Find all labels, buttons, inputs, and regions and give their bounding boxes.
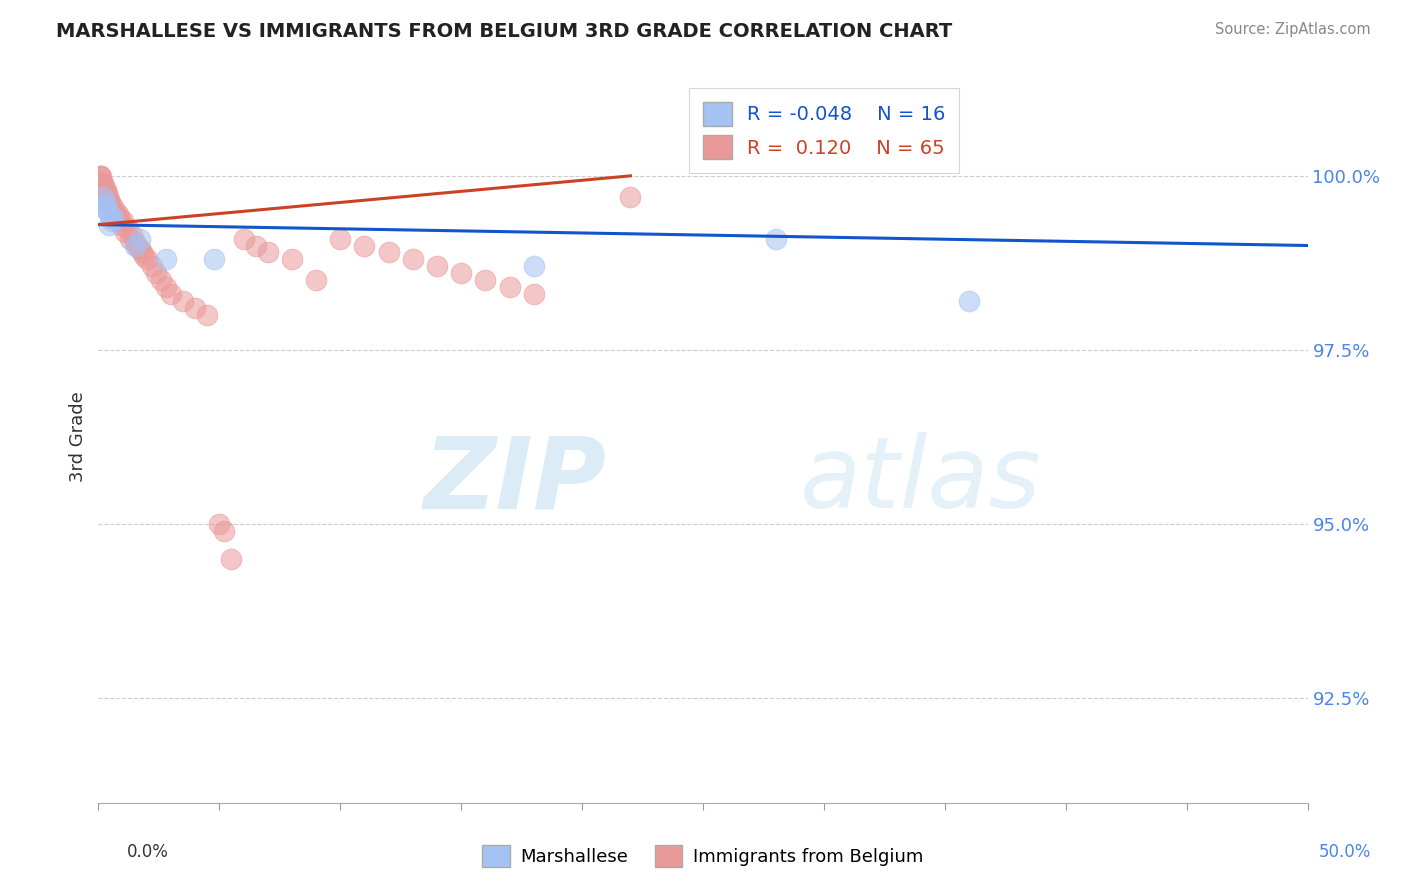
Text: MARSHALLESE VS IMMIGRANTS FROM BELGIUM 3RD GRADE CORRELATION CHART: MARSHALLESE VS IMMIGRANTS FROM BELGIUM 3…	[56, 22, 952, 41]
Point	[245, 238, 267, 252]
Point	[96, 190, 118, 204]
Point	[89, 169, 111, 183]
Point	[957, 294, 980, 309]
Point	[212, 524, 235, 538]
Point	[96, 186, 118, 201]
Point	[104, 203, 127, 218]
Point	[97, 203, 120, 218]
Point	[90, 169, 112, 183]
Point	[93, 179, 115, 194]
Point	[426, 260, 449, 274]
Point	[103, 207, 125, 221]
Point	[281, 252, 304, 267]
Point	[474, 273, 496, 287]
Point	[305, 273, 328, 287]
Point	[232, 231, 254, 245]
Point	[117, 221, 139, 235]
Point	[127, 238, 149, 252]
Text: 50.0%: 50.0%	[1319, 843, 1371, 861]
Point	[94, 183, 117, 197]
Point	[195, 308, 218, 322]
Point	[101, 200, 124, 214]
Point	[90, 176, 112, 190]
Point	[118, 231, 141, 245]
Point	[498, 280, 520, 294]
Point	[108, 211, 131, 225]
Point	[91, 176, 114, 190]
Legend: R = -0.048    N = 16, R =  0.120    N = 65: R = -0.048 N = 16, R = 0.120 N = 65	[689, 88, 959, 173]
Point	[97, 196, 120, 211]
Point	[124, 235, 146, 249]
Point	[145, 266, 167, 280]
Point	[97, 193, 120, 207]
Point	[141, 260, 163, 274]
Point	[89, 169, 111, 183]
Point	[377, 245, 399, 260]
Point	[184, 301, 207, 316]
Point	[523, 287, 546, 301]
Point	[100, 203, 122, 218]
Point	[91, 179, 114, 194]
Point	[107, 207, 129, 221]
Point	[93, 183, 115, 197]
Point	[96, 203, 118, 218]
Point	[128, 242, 150, 256]
Point	[98, 200, 121, 214]
Point	[256, 245, 278, 260]
Point	[131, 245, 153, 260]
Point	[155, 252, 177, 267]
Text: atlas: atlas	[800, 433, 1042, 530]
Point	[135, 252, 157, 267]
Point	[121, 228, 143, 243]
Point	[450, 266, 472, 280]
Point	[100, 214, 122, 228]
Point	[114, 225, 136, 239]
Point	[523, 260, 546, 274]
Y-axis label: 3rd Grade: 3rd Grade	[69, 392, 87, 483]
Point	[155, 280, 177, 294]
Point	[765, 231, 787, 245]
Point	[93, 200, 115, 214]
Point	[353, 238, 375, 252]
Point	[97, 190, 120, 204]
Point	[128, 231, 150, 245]
Point	[208, 517, 231, 532]
Point	[160, 287, 183, 301]
Text: 0.0%: 0.0%	[127, 843, 169, 861]
Point	[101, 211, 124, 225]
Point	[124, 238, 146, 252]
Point	[91, 176, 114, 190]
Point	[150, 273, 173, 287]
Point	[402, 252, 425, 267]
Point	[221, 552, 243, 566]
Point	[105, 211, 128, 225]
Point	[98, 193, 121, 207]
Text: ZIP: ZIP	[423, 433, 606, 530]
Point	[111, 214, 134, 228]
Legend: Marshallese, Immigrants from Belgium: Marshallese, Immigrants from Belgium	[475, 838, 931, 874]
Point	[91, 190, 114, 204]
Point	[172, 294, 194, 309]
Point	[94, 186, 117, 201]
Point	[94, 196, 117, 211]
Point	[100, 211, 122, 225]
Point	[108, 214, 131, 228]
Point	[204, 252, 226, 267]
Text: Source: ZipAtlas.com: Source: ZipAtlas.com	[1215, 22, 1371, 37]
Point	[134, 249, 156, 263]
Point	[100, 196, 122, 211]
Point	[619, 190, 641, 204]
Point	[329, 231, 352, 245]
Point	[110, 218, 132, 232]
Point	[98, 218, 121, 232]
